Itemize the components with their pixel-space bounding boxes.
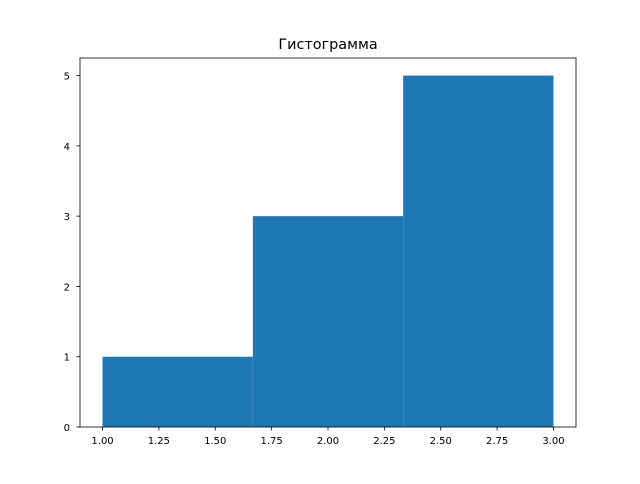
y-tick-label: 1 [64,353,70,364]
y-tick-label: 3 [64,212,70,223]
x-tick-label: 1.00 [91,436,113,447]
y-tick-label: 0 [64,423,70,434]
x-tick-label: 2.00 [317,436,339,447]
x-tick-label: 1.25 [148,436,170,447]
x-tick-label: 3.00 [542,436,564,447]
x-tick-label: 1.50 [204,436,226,447]
x-tick-label: 2.25 [373,436,395,447]
histogram-bar [252,216,404,427]
x-tick-label: 1.75 [261,436,283,447]
y-tick-label: 4 [64,142,70,153]
chart-title: Гистограмма [278,37,377,53]
histogram-bar [403,75,554,428]
histogram-bar [102,356,253,427]
x-tick-label: 2.75 [486,436,508,447]
y-tick-label: 5 [64,72,70,83]
y-tick-label: 2 [64,282,70,293]
x-tick-label: 2.50 [430,436,452,447]
